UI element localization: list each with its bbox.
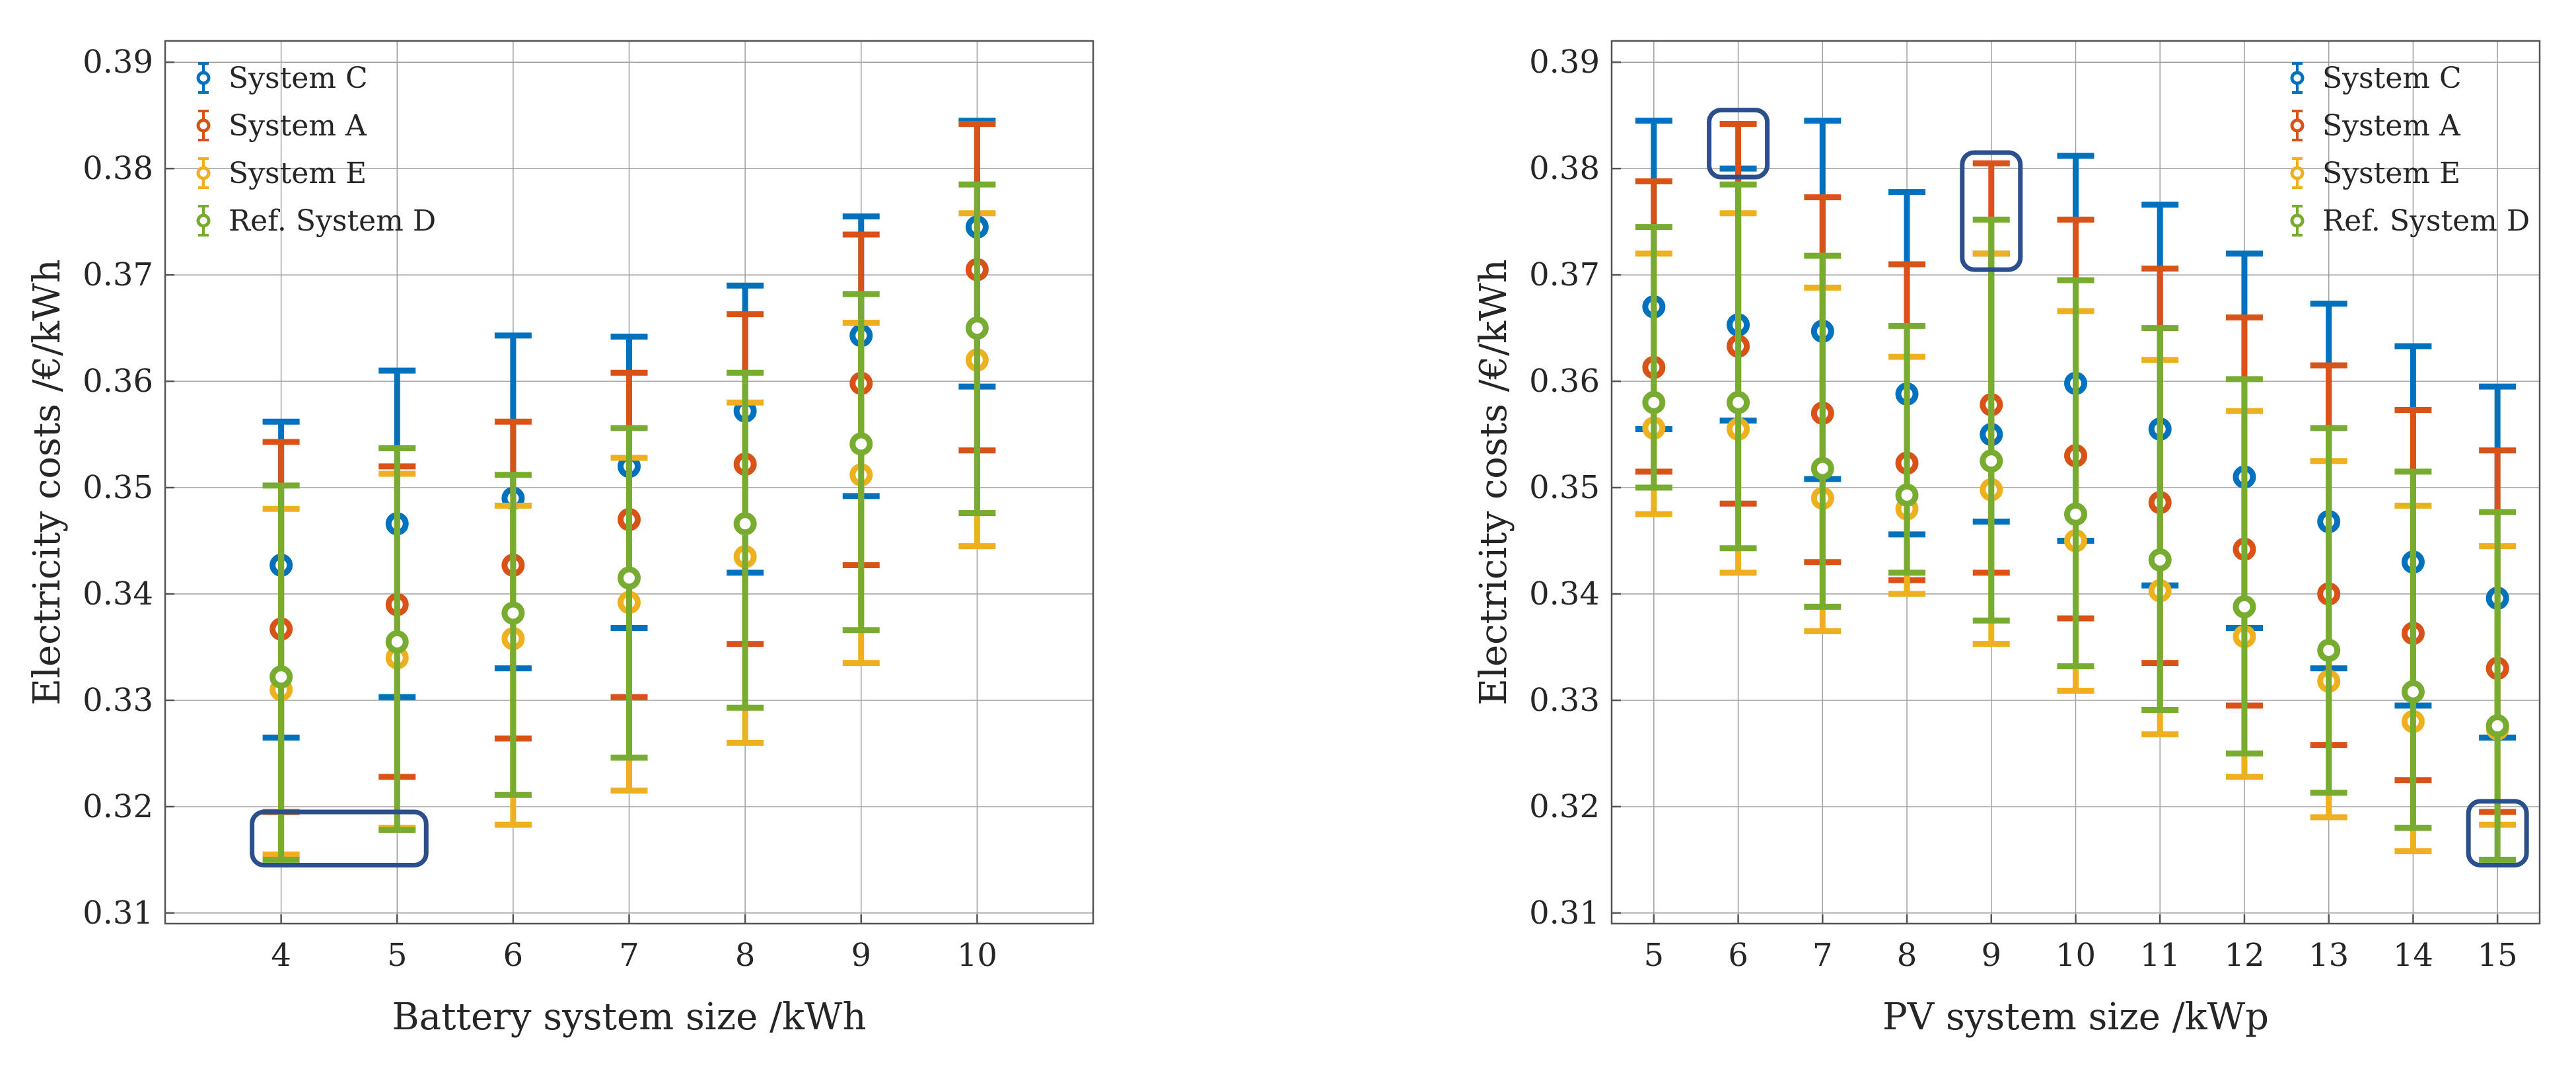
legend-system-a-label: System A — [2322, 109, 2461, 143]
legend-ref-system-d-label: Ref. System D — [229, 204, 436, 238]
ref-system-d-mean-marker — [1895, 483, 1919, 507]
x-tick-label: 8 — [1897, 937, 1917, 974]
y-axis-label: Electricity costs /€/kWh — [26, 259, 69, 705]
x-axis-label: PV system size /kWp — [1882, 996, 2269, 1039]
highlight-box — [1960, 150, 2023, 272]
legend-system-e-label: System E — [2322, 157, 2460, 190]
y-tick-label: 0.34 — [83, 575, 153, 612]
x-tick-label: 5 — [1644, 937, 1664, 974]
plot-frame — [164, 40, 1094, 925]
x-tick-label: 7 — [619, 937, 639, 974]
ref-system-d-mean-marker — [849, 432, 873, 456]
y-tick-label: 0.38 — [1529, 150, 1600, 187]
legend-system-a-label: System A — [229, 109, 367, 143]
ref-system-d-mean-marker — [965, 316, 989, 340]
legend-system-c-marker — [2290, 71, 2305, 85]
x-tick-label: 9 — [851, 937, 871, 974]
x-axis-label: Battery system size /kWh — [392, 996, 866, 1039]
plot-frame — [1610, 40, 2541, 925]
y-tick-label: 0.33 — [1529, 682, 1600, 719]
y-tick-label: 0.37 — [1529, 256, 1600, 293]
x-tick-label: 10 — [2056, 937, 2096, 974]
ref-system-d-mean-marker — [2064, 502, 2087, 526]
highlight-box — [1707, 108, 1770, 180]
legend-ref-system-d-label: Ref. System D — [2322, 204, 2530, 238]
ref-system-d-mean-marker — [2317, 638, 2341, 662]
ref-system-d-mean-marker — [733, 512, 757, 536]
y-tick-label: 0.39 — [1529, 44, 1600, 81]
legend-system-a-marker — [2290, 118, 2305, 133]
x-tick-label: 12 — [2224, 937, 2264, 974]
x-tick-label: 11 — [2140, 937, 2180, 974]
legend-system-a-marker — [196, 118, 211, 133]
pv-size-chart: 0.31 0.32 0.33 0.34 0.35 0.36 0.37 0.38 0.39 5 6 7 8… — [1472, 40, 2541, 1039]
ref-system-d-mean-marker — [2486, 714, 2509, 738]
x-tick-label: 9 — [1981, 937, 2001, 974]
legend-ref-system-d-marker — [2290, 213, 2305, 228]
y-tick-label: 0.36 — [1529, 363, 1600, 400]
ref-system-d-mean-marker — [2401, 680, 2425, 704]
ref-system-d-mean-marker — [2148, 548, 2172, 572]
ref-system-d-mean-marker — [269, 665, 293, 689]
y-tick-label: 0.39 — [83, 44, 153, 81]
x-tick-label: 7 — [1812, 937, 1833, 974]
ref-system-d-mean-marker — [2233, 595, 2256, 618]
ref-system-d-mean-marker — [1810, 457, 1834, 480]
ref-system-d-mean-marker — [385, 630, 409, 653]
legend-system-c-label: System C — [2322, 61, 2462, 95]
y-tick-label: 0.38 — [83, 150, 153, 187]
y-axis-label: Electricity costs /€/kWh — [1472, 259, 1515, 705]
x-tick-label: 14 — [2393, 937, 2433, 974]
y-tick-label: 0.32 — [1529, 788, 1600, 825]
y-tick-label: 0.31 — [83, 895, 153, 932]
x-tick-label: 10 — [957, 937, 997, 974]
legend-system-e-label: System E — [229, 157, 367, 190]
x-tick-label: 6 — [503, 937, 524, 974]
legend-system-e-marker — [196, 166, 211, 180]
x-tick-label: 8 — [735, 937, 756, 974]
ref-system-d-mean-marker — [501, 601, 525, 625]
y-tick-label: 0.37 — [83, 256, 153, 293]
x-tick-label: 15 — [2478, 937, 2518, 974]
x-tick-label: 6 — [1728, 937, 1748, 974]
y-tick-label: 0.35 — [83, 469, 153, 506]
legend-system-e-marker — [2290, 166, 2305, 180]
y-tick-label: 0.35 — [1529, 469, 1600, 506]
x-tick-label: 13 — [2308, 937, 2349, 974]
x-tick-label: 4 — [271, 937, 291, 974]
highlight-box — [250, 809, 429, 867]
ref-system-d-mean-marker — [618, 566, 641, 590]
y-tick-label: 0.33 — [83, 682, 153, 719]
legend-ref-system-d-marker — [196, 213, 211, 228]
x-tick-label: 5 — [387, 937, 408, 974]
ref-system-d-mean-marker — [1642, 390, 1666, 414]
y-tick-label: 0.36 — [83, 363, 153, 400]
legend-system-c-label: System C — [229, 61, 368, 95]
y-tick-label: 0.31 — [1529, 895, 1600, 932]
legend-system-c-marker — [196, 71, 211, 85]
ref-system-d-mean-marker — [1980, 449, 2003, 473]
y-tick-label: 0.34 — [1529, 575, 1600, 612]
battery-size-chart: 0.31 0.32 0.33 0.34 0.35 0.36 0.37 0.38 0.39 4 5 6 7… — [26, 40, 1094, 1039]
highlight-box — [2466, 799, 2529, 867]
y-tick-label: 0.32 — [83, 788, 153, 825]
ref-system-d-mean-marker — [1727, 390, 1750, 414]
